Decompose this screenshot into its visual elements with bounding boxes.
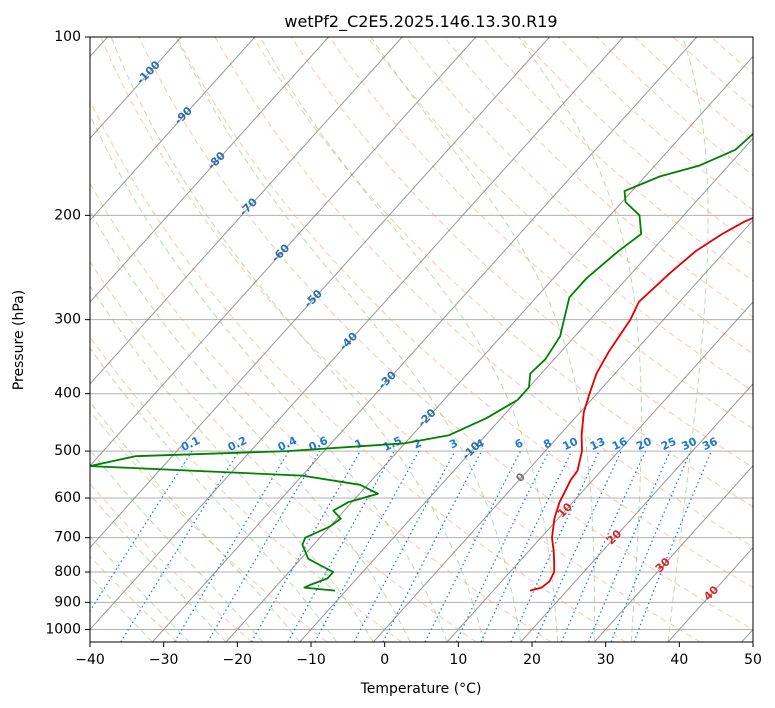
y-tick-label: 500 [54, 443, 81, 459]
dry-adiabat [405, 37, 753, 355]
y-tick-label: 800 [54, 564, 81, 580]
y-tick-label: 900 [54, 594, 81, 610]
mixing-ratio-label: 10 [561, 435, 581, 453]
isotherm-line [90, 37, 256, 221]
temperature-profile [529, 216, 753, 592]
x-tick-label: 50 [744, 652, 762, 668]
mixing-ratio-label: 13 [588, 435, 607, 453]
y-tick-label: 700 [54, 530, 81, 546]
plot-frame [89, 36, 754, 643]
y-tick-label: 200 [54, 207, 81, 223]
moist-adiabat [175, 37, 522, 642]
isotherm-line [90, 37, 624, 631]
x-tick-label: 0 [380, 652, 389, 668]
dewpoint-profile [90, 132, 753, 592]
mixing-ratio-label: 25 [659, 435, 678, 453]
x-tick-label: 10 [449, 652, 467, 668]
isotherm-line [90, 37, 329, 303]
y-tick-label: 100 [54, 29, 81, 45]
moist-adiabat [90, 285, 374, 642]
mixing-ratio-line [455, 450, 550, 642]
isotherm-line [90, 37, 477, 467]
y-tick-label: 1000 [45, 621, 81, 637]
chart-title: wetPf2_C2E5.2025.146.13.30.R19 [284, 12, 557, 32]
moist-adiabat [518, 37, 642, 642]
y-tick-label: 300 [54, 312, 81, 328]
moist-adiabat [667, 37, 709, 642]
dry-adiabat [90, 483, 253, 642]
x-tick-label: −10 [296, 652, 326, 668]
mixing-ratio-label: 30 [679, 435, 699, 453]
moist-adiabat [259, 37, 558, 642]
x-tick-label: −30 [149, 652, 179, 668]
mixing-ratio-label: 20 [634, 435, 654, 453]
isotherm-line [372, 219, 753, 642]
y-axis-label: Pressure (hPa) [11, 290, 27, 390]
dry-adiabat [443, 37, 753, 318]
x-tick-label: 30 [597, 652, 615, 668]
dry-adiabat [138, 37, 753, 630]
y-tick-label: 400 [54, 386, 81, 402]
y-tick-label: 600 [54, 490, 81, 506]
dry-adiabat [90, 555, 178, 642]
moist-adiabat [370, 37, 595, 642]
x-axis-label: Temperature (°C) [360, 681, 482, 697]
x-tick-label: 40 [670, 652, 688, 668]
isotherm-line [446, 301, 753, 642]
x-tick-label: −40 [75, 652, 105, 668]
moist-adiabat [90, 113, 448, 642]
x-tick-label: 20 [523, 652, 541, 668]
mixing-ratio-line [120, 450, 240, 642]
mixing-ratio-line [207, 450, 321, 642]
moist-adiabat [90, 449, 264, 642]
isotherm-line [151, 37, 698, 642]
isotherm-line [90, 37, 550, 549]
x-axis-ticks: −40 −30 −20 −10 0 10 20 30 40 50 [75, 642, 762, 668]
y-axis-ticks: 1000 900 800 700 600 500 400 300 200 100 [45, 29, 90, 637]
isotherm-line [299, 137, 753, 642]
x-tick-label: −20 [223, 652, 253, 668]
skewed-isotherms [90, 37, 753, 642]
isotherm-line [90, 37, 403, 385]
moist-adiabat [90, 347, 337, 642]
pressure-gridlines [90, 37, 753, 630]
isotherm-line [520, 383, 753, 642]
dry-adiabat [90, 260, 477, 642]
mixing-ratio-line [314, 450, 420, 642]
mixing-ratio-line [173, 450, 290, 642]
isotherm-line [593, 464, 753, 642]
dry-adiabat [90, 182, 552, 642]
mixing-ratio-label: 36 [700, 435, 720, 453]
isotherm-line [225, 55, 753, 642]
mixing-ratio-lines [90, 450, 712, 642]
mixing-ratio-label: 16 [610, 435, 630, 453]
mixing-ratio-line [353, 450, 456, 642]
dry-adiabat [90, 410, 328, 642]
mixing-ratio-line [510, 450, 600, 642]
sounding-series [90, 132, 753, 592]
